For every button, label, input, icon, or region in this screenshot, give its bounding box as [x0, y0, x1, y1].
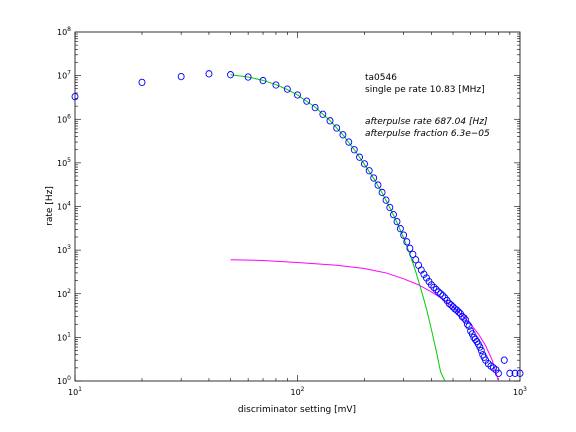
data-point: [272, 81, 280, 89]
y-tick-labels: 100 101 102 103 104 105 106 107 108: [57, 26, 71, 386]
data-point: [406, 244, 414, 252]
data-point: [403, 238, 411, 246]
data-point: [350, 146, 358, 154]
data-point: [339, 131, 347, 139]
data-point: [345, 138, 353, 146]
axis-ticks: [74, 32, 520, 382]
data-point: [319, 110, 327, 118]
data-point: [439, 292, 447, 300]
data-point: [370, 174, 378, 182]
annotation-single-pe-rate: single pe rate 10.83 [MHz]: [365, 85, 485, 95]
x-tick-label: 103: [513, 386, 527, 397]
data-point: [283, 85, 291, 93]
x-tick-labels: 101 102 103: [68, 386, 527, 397]
data-point: [432, 285, 440, 294]
y-tick-label: 104: [57, 201, 71, 212]
data-point: [205, 70, 213, 78]
y-tick-label: 107: [57, 70, 71, 81]
data-point: [506, 369, 514, 377]
data-point: [516, 369, 524, 377]
data-point: [494, 369, 502, 377]
fit-lines: [230, 74, 499, 382]
data-point: [468, 330, 476, 338]
data-point: [430, 283, 438, 292]
fit-line-2: [230, 259, 499, 382]
data-points: [71, 70, 524, 377]
fit-line-1: [230, 74, 446, 382]
x-axis-title: discriminator setting [mV]: [238, 405, 356, 415]
data-point: [465, 322, 473, 330]
y-tick-label: 108: [57, 26, 71, 37]
data-point: [71, 92, 79, 101]
y-tick-label: 101: [57, 331, 71, 342]
data-point: [447, 301, 455, 309]
data-point: [462, 316, 470, 324]
data-point: [460, 314, 468, 322]
data-point: [463, 320, 471, 328]
data-point: [390, 211, 397, 219]
annotation-afterpulse-fraction: afterpulse fraction 6.3e−05: [365, 129, 490, 139]
data-point: [374, 181, 382, 189]
x-tick-label: 101: [68, 386, 82, 397]
data-point: [259, 76, 267, 85]
data-point: [382, 196, 390, 204]
data-point: [396, 225, 404, 233]
data-point: [311, 103, 319, 112]
data-point: [361, 160, 368, 168]
data-point: [511, 369, 519, 377]
data-point: [393, 217, 401, 226]
data-point: [428, 281, 435, 289]
data-point: [138, 78, 146, 87]
data-point: [476, 343, 484, 351]
y-axis-title: rate [Hz]: [45, 186, 55, 226]
y-tick-label: 106: [57, 113, 71, 124]
data-point: [227, 71, 234, 79]
data-point: [500, 356, 508, 364]
y-tick-label: 103: [57, 244, 71, 255]
data-point: [386, 203, 394, 212]
data-point: [333, 124, 341, 132]
annotation-afterpulse-rate: afterpulse rate 687.04 [Hz]: [365, 117, 488, 127]
data-point: [177, 72, 185, 81]
data-point: [244, 73, 252, 81]
y-tick-label: 102: [57, 288, 71, 299]
data-point: [303, 97, 311, 105]
data-point: [437, 290, 445, 298]
y-tick-label: 105: [57, 157, 71, 168]
x-tick-label: 102: [290, 386, 304, 397]
annotation-tube-id: ta0546: [365, 73, 397, 83]
data-point: [326, 117, 334, 125]
data-point: [365, 167, 373, 175]
data-point: [294, 91, 301, 99]
y-tick-label: 100: [57, 375, 71, 386]
data-point: [400, 231, 408, 239]
data-point: [441, 294, 449, 302]
data-point: [356, 153, 363, 161]
data-point: [455, 308, 463, 316]
data-point: [434, 288, 442, 296]
data-point: [477, 346, 485, 355]
data-point: [378, 188, 386, 197]
